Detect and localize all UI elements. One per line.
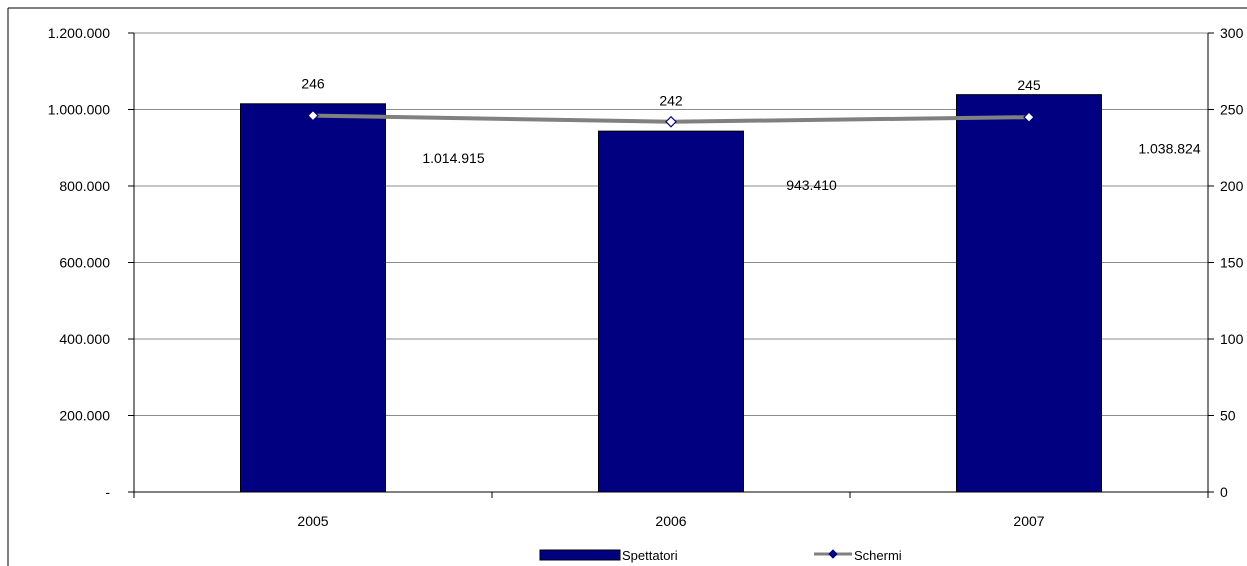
- x-tick-label: 2006: [655, 513, 686, 529]
- y2-tick-label: 100: [1220, 331, 1244, 347]
- x-tick-label: 2005: [297, 513, 328, 529]
- bar-spettatori-2007: [956, 94, 1102, 493]
- point-schermi-2005: [307, 109, 319, 122]
- bar-spettatori-2005: [240, 103, 386, 493]
- y2-tick-label: 250: [1220, 102, 1244, 118]
- legend-label-spettatori: Spettatori: [622, 548, 678, 563]
- y2-tick-label: 200: [1220, 178, 1244, 194]
- y-tick-label: 1.200.000: [48, 25, 110, 41]
- x-tick-label: 2007: [1013, 513, 1044, 529]
- bar-data-label: 1.014.915: [422, 150, 484, 166]
- y2-tick-label: 0: [1220, 484, 1228, 500]
- y2-tick-label: 300: [1220, 25, 1244, 41]
- line-data-label: 242: [659, 93, 683, 109]
- y-tick-label: 600.000: [59, 255, 110, 271]
- bar-spettatori-2006: [598, 130, 744, 493]
- bar-data-label: 943.410: [786, 177, 837, 193]
- point-schermi-2007: [1023, 111, 1035, 123]
- y-tick-label: 1.000.000: [48, 102, 110, 118]
- line-data-label: 245: [1017, 77, 1041, 93]
- line-data-label: 246: [301, 76, 325, 92]
- y-tick-label: 400.000: [59, 331, 110, 347]
- y2-tick-label: 50: [1220, 408, 1236, 424]
- y-tick-label: 800.000: [59, 178, 110, 194]
- bar-data-label: 1.038.824: [1138, 141, 1200, 157]
- y-tick-label: 200.000: [59, 408, 110, 424]
- legend-marker-schermi: [828, 549, 838, 559]
- legend-label-schermi: Schermi: [854, 548, 902, 563]
- point-schermi-2006: [665, 115, 677, 128]
- y2-tick-label: 150: [1220, 255, 1244, 271]
- y-tick-label: -: [105, 484, 110, 500]
- legend-swatch-spettatori: [539, 549, 621, 561]
